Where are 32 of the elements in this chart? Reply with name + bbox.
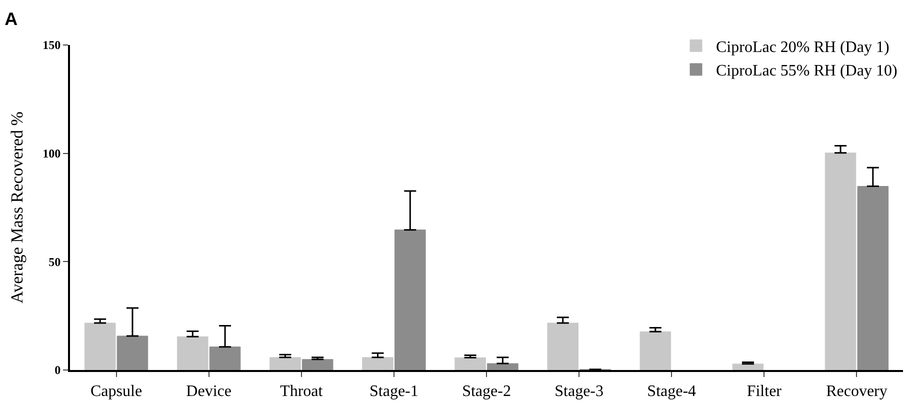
x-tick-label: Stage-2 — [462, 383, 511, 400]
legend-label: CiproLac 20% RH (Day 1) — [716, 38, 890, 56]
y-tick-label: 100 — [42, 146, 61, 161]
bar — [824, 152, 856, 370]
x-tick-label: Stage-4 — [647, 383, 696, 400]
bar — [116, 336, 148, 370]
y-tick-label: 150 — [42, 38, 61, 52]
bar — [857, 186, 889, 370]
bar — [640, 331, 672, 370]
chart-title: A — [4, 8, 18, 29]
bar — [209, 346, 241, 370]
x-tick-label: Device — [186, 383, 232, 400]
bar — [394, 230, 426, 370]
bar — [302, 359, 334, 370]
x-tick-label: Recovery — [826, 383, 888, 400]
y-axis-title: Average Mass Recovered % — [8, 112, 27, 304]
x-tick-label: Throat — [280, 383, 324, 400]
bar — [84, 322, 116, 370]
legend-label: CiproLac 55% RH (Day 10) — [716, 62, 898, 80]
y-tick-label: 0 — [54, 363, 61, 378]
y-tick-label: 50 — [48, 254, 61, 269]
bar — [487, 363, 518, 370]
bar — [454, 357, 486, 370]
bar — [732, 364, 764, 370]
x-tick-label: Stage-1 — [370, 383, 418, 400]
x-tick-label: Stage-3 — [554, 383, 604, 400]
x-tick-label: Capsule — [90, 383, 142, 400]
bar — [177, 336, 208, 370]
bar — [362, 357, 394, 370]
bar — [547, 322, 578, 370]
x-tick-label: Filter — [746, 383, 782, 400]
bar — [270, 357, 301, 370]
